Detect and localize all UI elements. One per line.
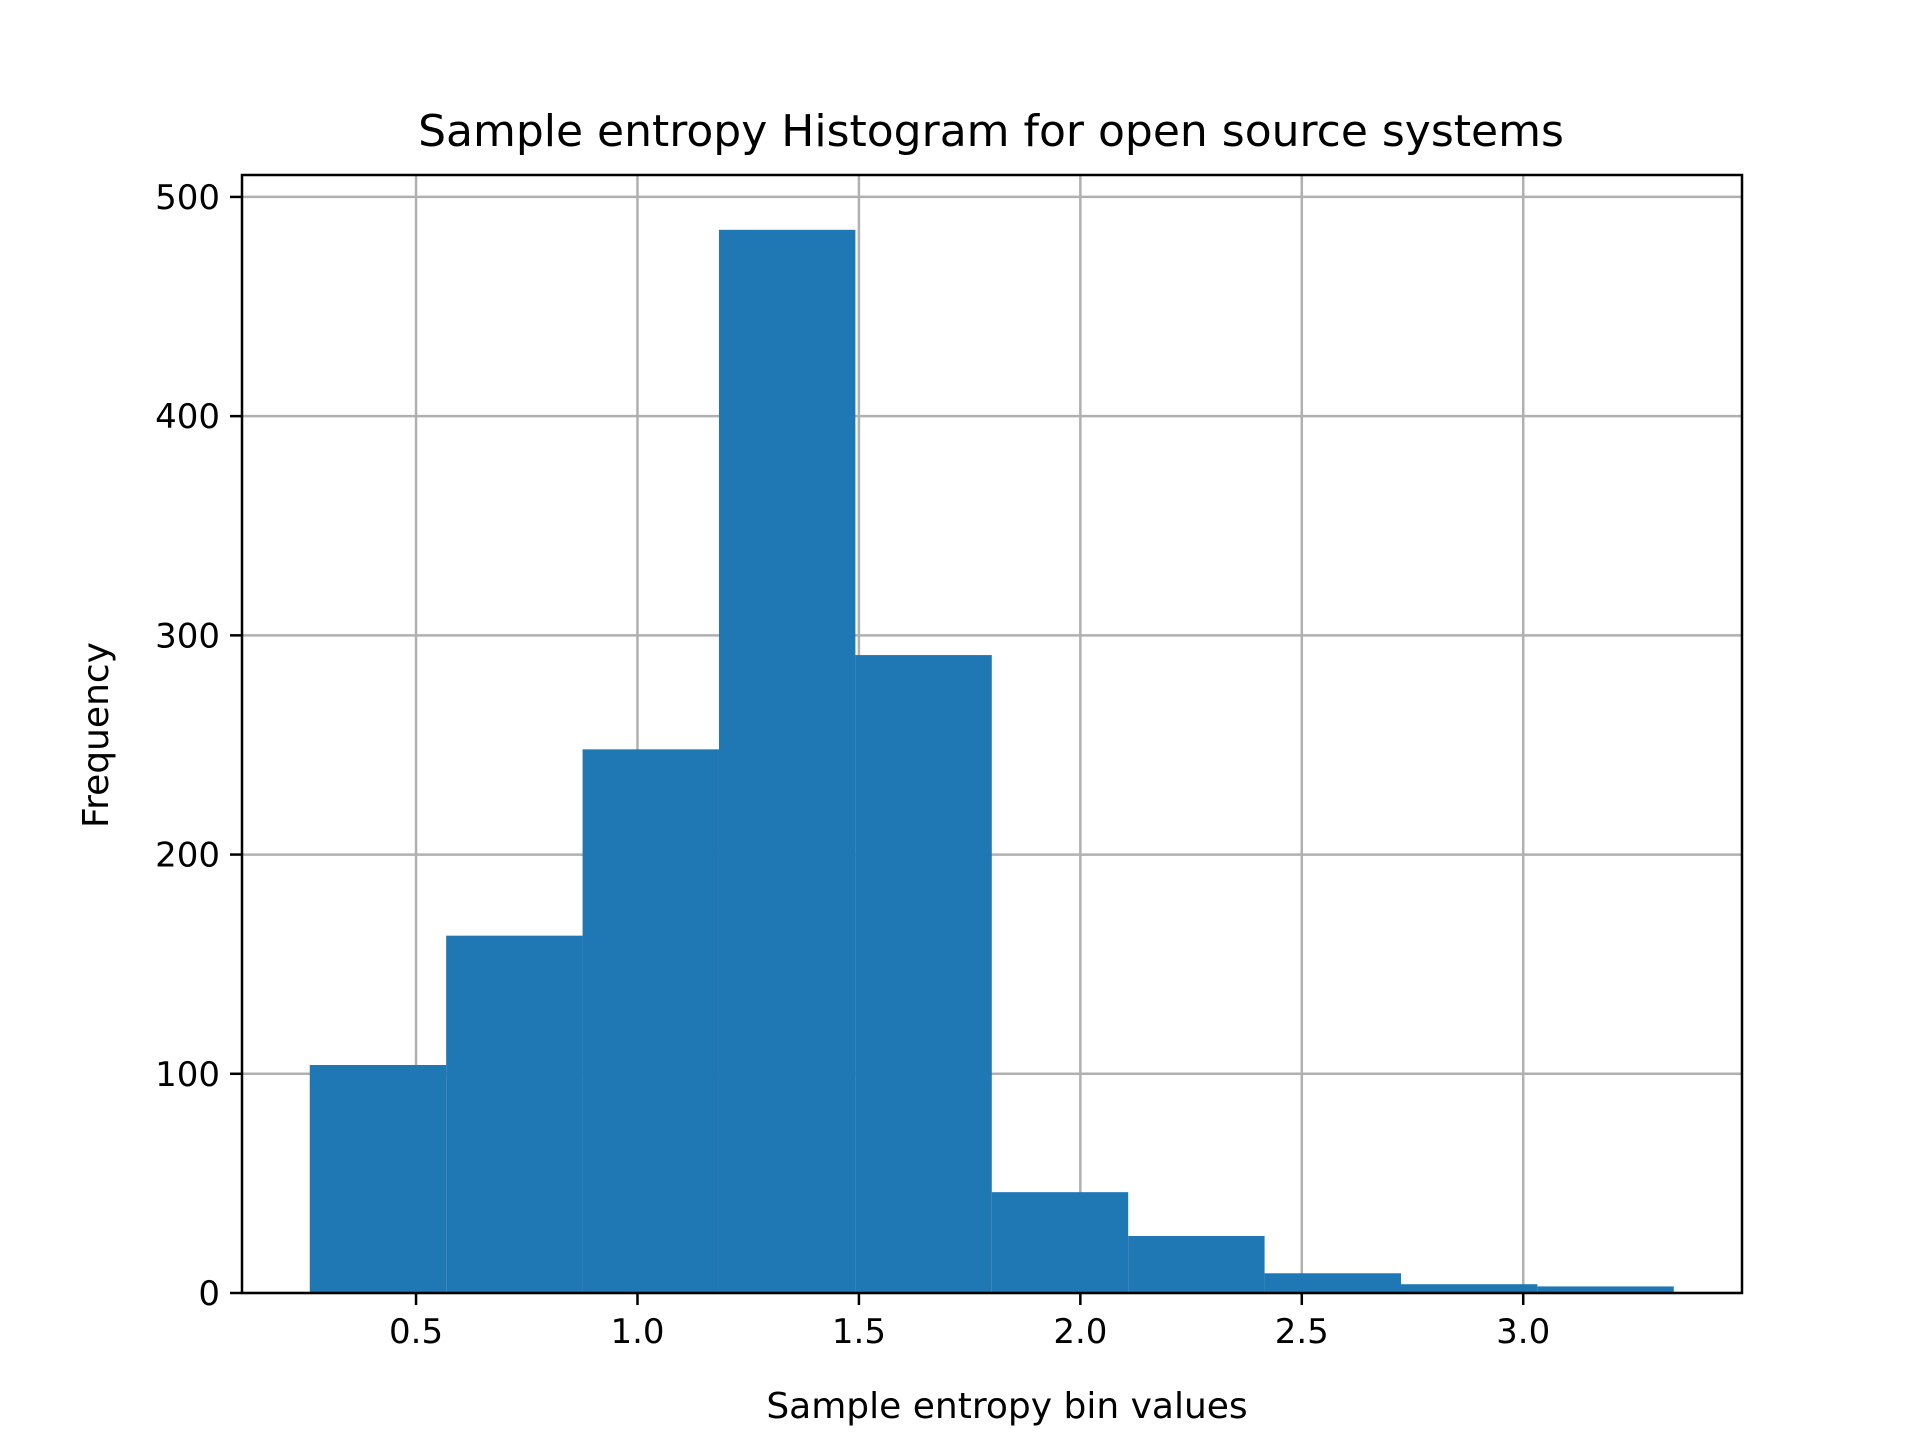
histogram-bar: [446, 935, 583, 1293]
histogram-bar: [1537, 1286, 1674, 1293]
histogram-bar: [991, 1192, 1129, 1293]
histogram-bar: [309, 1065, 447, 1293]
histogram-bar: [582, 749, 719, 1293]
x-tick-label: 1.0: [610, 1312, 664, 1352]
histogram-bar: [718, 229, 856, 1293]
x-tick-label: 2.0: [1053, 1312, 1107, 1352]
y-tick-label: 200: [155, 836, 220, 876]
x-tick-label: 2.5: [1275, 1312, 1329, 1352]
axes-frame: [240, 173, 1744, 1295]
axis-ticks: 0.5 1.0 1.5 2.0 2.5 3.0 0 100 200 300 400 500: [155, 178, 1550, 1352]
x-axis-label: Sample entropy bin values: [766, 1386, 1247, 1427]
y-tick-label: 0: [198, 1274, 220, 1314]
x-tick-label: 3.0: [1496, 1312, 1550, 1352]
y-tick-label: 300: [155, 616, 220, 656]
y-tick-label: 100: [155, 1055, 220, 1095]
histogram-bar: [1264, 1273, 1401, 1293]
chart-title: Sample entropy Histogram for open source…: [418, 106, 1564, 157]
x-tick-label: 0.5: [389, 1312, 443, 1352]
histogram-bars: [309, 229, 1674, 1293]
y-axis-label: Frequency: [76, 642, 117, 828]
y-tick-label: 400: [155, 397, 220, 437]
y-tick-label: 500: [155, 178, 220, 218]
x-tick-label: 1.5: [832, 1312, 886, 1352]
histogram-bar: [1400, 1284, 1538, 1293]
histogram-bar: [1128, 1236, 1265, 1293]
histogram-bar: [855, 655, 992, 1293]
